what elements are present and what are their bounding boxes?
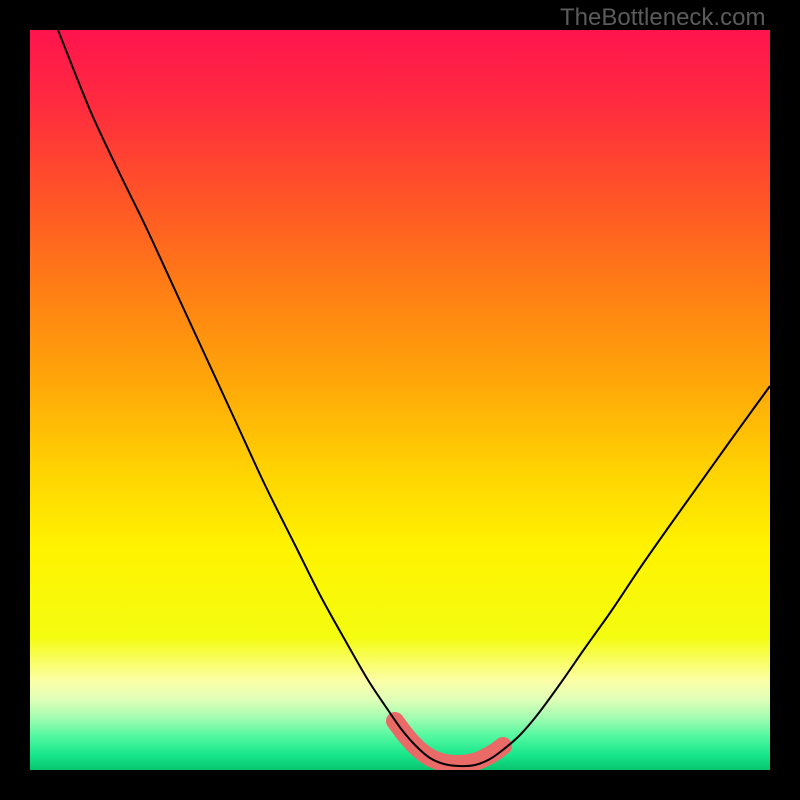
bottleneck-chart [0,0,800,800]
watermark-text: TheBottleneck.com [560,4,765,32]
frame-border-bottom [0,770,800,800]
frame-border-left [0,0,30,800]
chart-frame: TheBottleneck.com [0,0,800,800]
frame-border-right [770,0,800,800]
gradient-background [30,30,770,770]
